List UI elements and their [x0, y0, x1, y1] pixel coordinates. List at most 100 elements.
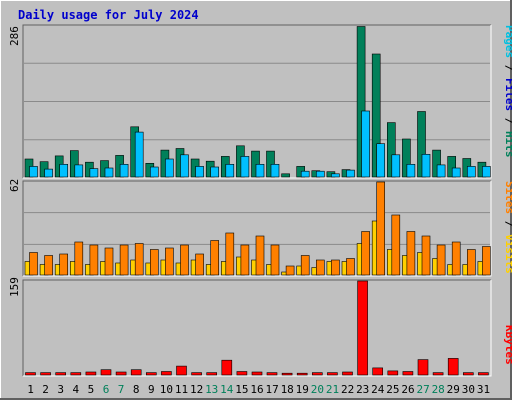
files-bar	[180, 154, 189, 178]
hits-bar	[402, 138, 411, 178]
sites-bar	[165, 247, 174, 276]
legend-entry: /	[503, 111, 512, 131]
sites-bar	[44, 255, 53, 276]
files-bar	[391, 154, 401, 178]
files-bar	[331, 173, 340, 178]
sites-bar	[331, 259, 340, 276]
hits-bar	[417, 111, 426, 178]
day-tick-label: 19	[296, 383, 309, 396]
sites-axis-max-label: 62	[8, 179, 21, 192]
hits-bar	[281, 173, 290, 178]
day-tick-label: 29	[447, 383, 460, 396]
kbytes-bar	[462, 372, 474, 376]
files-bar	[300, 170, 310, 178]
kbytes-legend: KBytes	[503, 325, 512, 365]
day-tick-label: 4	[72, 383, 79, 396]
legend-entry: Files	[503, 78, 512, 111]
kbytes-bar	[221, 359, 233, 376]
day-tick-label: 6	[103, 383, 110, 396]
kbytes-bar	[266, 372, 278, 376]
kbytes-bar	[115, 371, 127, 376]
sites-bar	[361, 231, 370, 276]
sites-bar	[240, 244, 250, 276]
files-bar	[104, 167, 114, 178]
day-tick-label: 7	[118, 383, 125, 396]
day-tick-label: 1	[27, 383, 34, 396]
sites-bar	[59, 253, 69, 276]
files-bar	[346, 169, 355, 178]
hits-bar	[356, 26, 366, 178]
kbytes-bar	[417, 359, 429, 376]
hits-bar	[432, 149, 441, 178]
day-tick-label: 15	[235, 383, 248, 396]
files-bar	[406, 164, 416, 178]
day-tick-label: 21	[326, 383, 339, 396]
kbytes-bar	[296, 372, 308, 376]
sites-frame-dark	[22, 180, 491, 276]
hits-frame-dark	[22, 24, 491, 178]
day-tick-label: 20	[311, 383, 324, 396]
legend-entry: Pages	[503, 25, 512, 58]
sites-bar	[255, 235, 265, 276]
day-tick-label: 16	[250, 383, 263, 396]
files-bar	[225, 164, 235, 178]
files-bar	[150, 166, 159, 178]
kbytes-frame-light	[23, 280, 492, 377]
sites-bar	[119, 244, 129, 276]
day-tick-label: 9	[148, 383, 155, 396]
legend-entry: Sites	[503, 181, 512, 214]
kbytes-bar	[372, 367, 384, 376]
day-tick-label: 30	[462, 383, 475, 396]
sites-bar	[225, 232, 235, 276]
day-tick-label: 24	[371, 383, 385, 396]
legend-entry: /	[503, 58, 512, 78]
day-tick-label: 11	[175, 383, 188, 396]
kbytes-bar	[206, 372, 217, 376]
files-bar	[482, 166, 491, 178]
kbytes-panel	[22, 279, 492, 377]
files-bar	[59, 164, 69, 178]
kbytes-bar	[70, 372, 82, 376]
files-bar	[451, 167, 461, 178]
kbytes-bar	[236, 371, 248, 376]
files-bar	[44, 168, 53, 178]
files-bar	[210, 166, 219, 178]
day-tick-label: 8	[133, 383, 140, 396]
day-tick-label: 12	[190, 383, 203, 396]
kbytes-bar	[402, 371, 414, 376]
sites-bar	[436, 244, 446, 276]
sites-bar	[195, 253, 204, 276]
day-tick-label: 27	[416, 383, 429, 396]
kbytes-bar	[251, 371, 263, 376]
kbytes-bar	[191, 372, 202, 376]
kbytes-frame-dark	[22, 279, 491, 376]
hits-frame-light	[23, 25, 492, 179]
legend-entry: Hits	[503, 131, 512, 158]
hits-axis-max-label: 286	[8, 26, 21, 46]
sites-bar	[300, 255, 310, 276]
hits-bar	[371, 53, 381, 178]
sites-bar	[346, 258, 355, 276]
sites-bar	[315, 259, 325, 276]
kbytes-bar	[40, 372, 51, 376]
sites-bar	[104, 247, 114, 276]
kbytes-bar	[161, 371, 172, 376]
day-tick-label: 26	[401, 383, 414, 396]
kbytes-bar	[478, 372, 489, 376]
day-tick-label: 5	[88, 383, 95, 396]
day-tick-label: 25	[386, 383, 399, 396]
day-tick-label: 23	[356, 383, 369, 396]
files-bar	[421, 154, 431, 178]
kbytes-bar	[387, 370, 399, 376]
day-tick-label: 14	[220, 383, 234, 396]
sites-bar	[451, 241, 461, 276]
day-tick-label: 13	[205, 383, 218, 396]
day-tick-labels: 1 2 3 4 5 6 7 8 9 10 11 12 13 14 15 16 17 18 19 20 21 22 23 24 2…	[27, 383, 490, 396]
day-tick-label: 28	[432, 383, 445, 396]
sites-bar	[270, 244, 280, 276]
kbytes-bar	[327, 372, 338, 376]
files-bar	[195, 166, 204, 178]
legend-entry: KBytes	[503, 325, 512, 365]
files-bar	[466, 166, 476, 178]
files-bar	[119, 164, 129, 178]
